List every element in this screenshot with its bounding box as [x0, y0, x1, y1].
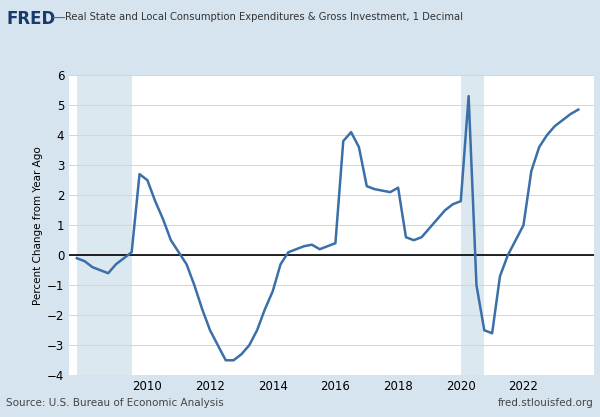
Text: —: — — [51, 12, 65, 26]
Text: Source: U.S. Bureau of Economic Analysis: Source: U.S. Bureau of Economic Analysis — [6, 398, 224, 408]
Text: Real State and Local Consumption Expenditures & Gross Investment, 1 Decimal: Real State and Local Consumption Expendi… — [65, 12, 463, 22]
Text: fred.stlouisfed.org: fred.stlouisfed.org — [498, 398, 594, 408]
Bar — [461, 75, 484, 375]
Y-axis label: Percent Change from Year Ago: Percent Change from Year Ago — [32, 146, 43, 304]
Text: FRED: FRED — [6, 10, 55, 28]
Bar — [77, 75, 131, 375]
Text: .: . — [43, 12, 47, 26]
